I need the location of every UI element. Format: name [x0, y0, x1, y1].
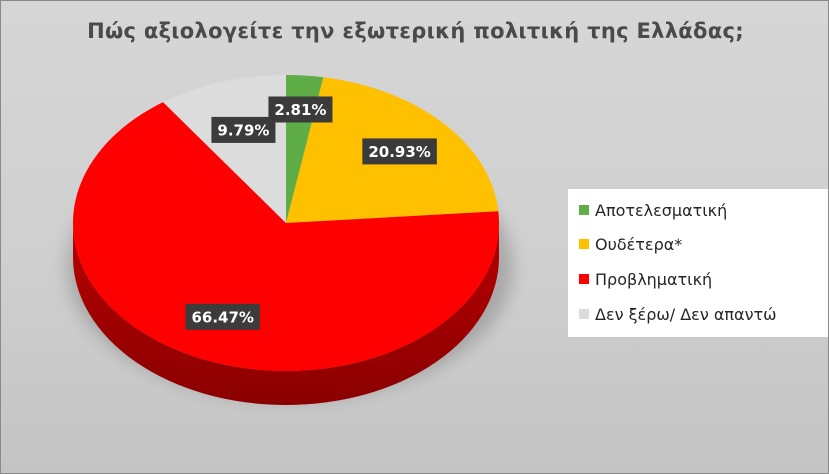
pie-side-shade-problematic	[73, 223, 499, 405]
data-label-box	[185, 303, 260, 330]
legend-item-problematic: Προβληματική	[579, 268, 712, 290]
legend-swatch	[579, 205, 589, 215]
data-label-box	[211, 116, 276, 143]
legend-swatch	[579, 309, 589, 319]
data-label-text: 20.93%	[368, 143, 430, 161]
legend-swatch	[579, 239, 589, 249]
legend-label: Προβληματική	[595, 269, 713, 289]
legend-item-dont-know: Δεν ξέρω/ Δεν απαντώ	[579, 303, 777, 325]
pie-slice-problematic	[72, 102, 500, 371]
data-label-text: 2.81%	[274, 101, 326, 119]
data-label-box	[362, 138, 437, 165]
legend-item-neutral: Ουδέτερα*	[579, 233, 682, 255]
legend: Αποτελεσματική Ουδέτερα* Προβληματική Δε…	[568, 189, 828, 337]
data-label-text: 66.47%	[191, 308, 253, 326]
legend-label: Ουδέτερα*	[595, 234, 683, 254]
legend-swatch	[579, 274, 589, 284]
legend-label: Δεν ξέρω/ Δεν απαντώ	[595, 304, 777, 324]
legend-item-effective: Αποτελεσματική	[579, 199, 727, 221]
data-label-effective: 2.81%	[268, 96, 333, 123]
pie-slice-dont-know	[163, 75, 286, 223]
data-label-text: 9.79%	[217, 121, 269, 139]
chart-title: Πώς αξιολογείτε την εξωτερική πολιτική τ…	[87, 19, 744, 43]
legend-label: Αποτελεσματική	[595, 200, 728, 220]
data-label-box	[268, 96, 333, 123]
data-label-dont-know: 9.79%	[211, 116, 276, 143]
data-label-problematic: 66.47%	[185, 303, 260, 330]
data-label-neutral: 20.93%	[362, 138, 437, 165]
